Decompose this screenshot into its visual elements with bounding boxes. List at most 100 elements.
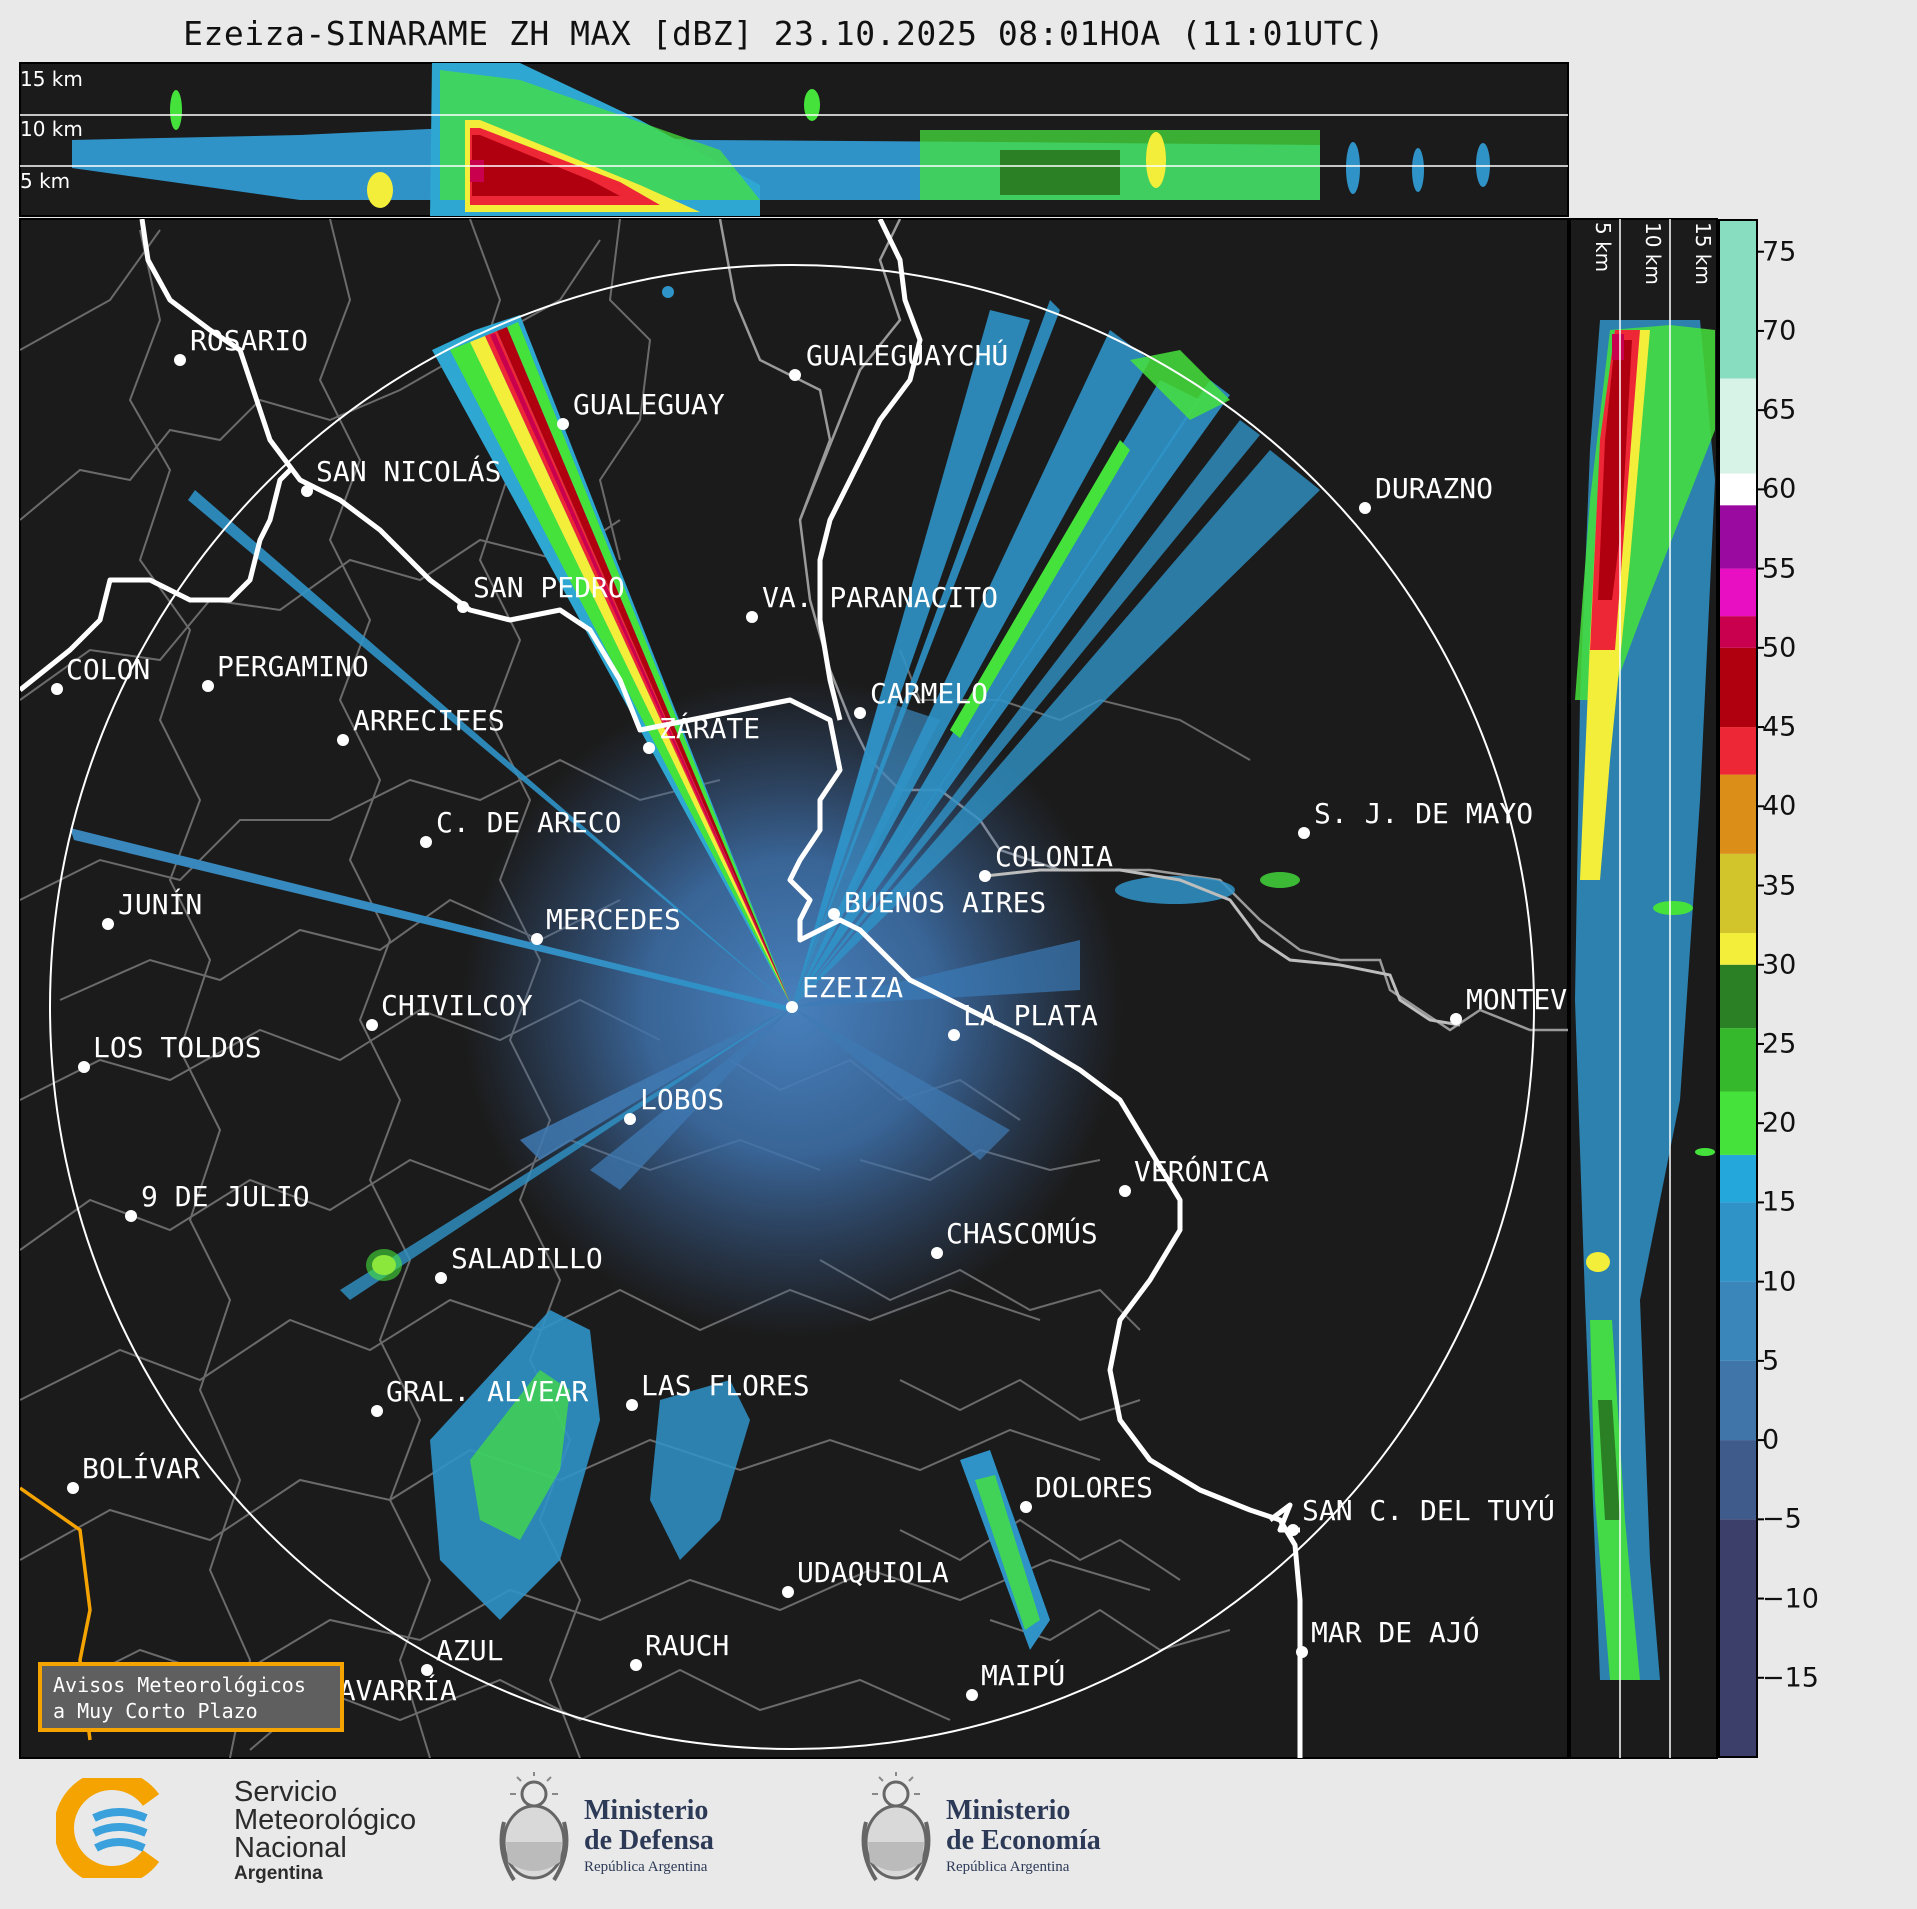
place-dot <box>371 1405 383 1417</box>
place-label: ROSARIO <box>190 324 308 357</box>
range-ring <box>49 264 1535 1750</box>
colorbar-tick-label: 60 <box>1762 473 1797 505</box>
national-shield-icon <box>499 1772 569 1882</box>
colorbar-tick-label: 55 <box>1762 553 1797 585</box>
economia-line-2: de Economía <box>946 1825 1101 1856</box>
footer-logos: Servicio Meteorológico Nacional Argentin… <box>0 1760 1917 1909</box>
place-dot <box>789 369 801 381</box>
place-label: BUENOS AIRES <box>844 886 1046 919</box>
colorbar-segment <box>1719 647 1757 728</box>
smn-emblem-icon <box>54 1770 160 1886</box>
top-cross-section-panel: 15 km 10 km 5 km <box>19 62 1569 217</box>
ministerio-economia-logo: Ministerio de Economía República Argenti… <box>856 1772 1126 1892</box>
side-height-label-10: 10 km <box>1641 222 1665 285</box>
place-dot <box>746 611 758 623</box>
place-dot <box>854 707 866 719</box>
place-label: EZEIZA <box>802 971 903 1004</box>
colorbar-segment <box>1719 964 1757 1029</box>
place-dot <box>202 680 214 692</box>
place-label: CHASCOMÚS <box>946 1216 1098 1250</box>
top-height-label-5: 5 km <box>20 169 70 193</box>
colorbar-tick-label: 5 <box>1762 1345 1780 1377</box>
avisos-button[interactable]: Avisos Meteorológicos a Muy Corto Plazo <box>38 1662 344 1732</box>
colorbar-tick-label: 50 <box>1762 632 1797 664</box>
place-dot <box>966 1689 978 1701</box>
place-label: UDAQUIOLA <box>797 1556 949 1589</box>
colorbar-segment <box>1719 378 1757 474</box>
national-borders <box>20 219 1303 1758</box>
place-dot <box>1287 1524 1299 1536</box>
place-dot <box>828 908 840 920</box>
place-dot <box>1020 1501 1032 1513</box>
place-label: PERGAMINO <box>217 650 369 683</box>
colorbar-segment <box>1719 1028 1757 1092</box>
colorbar-tick-label: 10 <box>1762 1266 1797 1298</box>
place-dot <box>931 1247 943 1259</box>
side-height-label-15: 15 km <box>1691 222 1715 285</box>
place-label: ZÁRATE <box>659 711 760 745</box>
place-dot <box>366 1019 378 1031</box>
place-label: JUNÍN <box>118 887 202 921</box>
ministerio-defensa-logo: Ministerio de Defensa República Argentin… <box>494 1772 754 1892</box>
defensa-line-3: República Argentina <box>584 1859 708 1875</box>
place-dot <box>1296 1646 1308 1658</box>
place-dot <box>67 1482 79 1494</box>
side-cross-section-panel: 5 km 10 km 15 km <box>1569 218 1718 1759</box>
economia-name: Ministerio de Economía República Argenti… <box>946 1796 1101 1878</box>
place-label: LOBOS <box>640 1083 724 1116</box>
place-dot <box>624 1113 636 1125</box>
place-label: CHIVILCOY <box>381 989 533 1022</box>
place-label: CARMELO <box>870 677 988 710</box>
colorbar-tick-label: 25 <box>1762 1028 1797 1060</box>
place-label: AZUL <box>436 1634 503 1667</box>
place-dot <box>1298 827 1310 839</box>
economia-line-3: República Argentina <box>946 1859 1070 1875</box>
place-label: MAR DE AJÓ <box>1311 1615 1480 1649</box>
place-dot <box>1359 502 1371 514</box>
colorbar-segment <box>1719 1202 1757 1282</box>
place-dot <box>457 601 469 613</box>
place-label: RAUCH <box>645 1629 729 1662</box>
colorbar-tick-label: −10 <box>1762 1583 1819 1615</box>
place-dot <box>102 918 114 930</box>
colorbar-tick-label: 35 <box>1762 870 1797 901</box>
place-label: SAN C. DEL TUYÚ <box>1302 1493 1555 1527</box>
colorbar-segment <box>1719 1154 1757 1203</box>
place-label: ARRECIFES <box>353 704 505 737</box>
place-dot <box>643 742 655 754</box>
side-height-label-5: 5 km <box>1591 222 1615 272</box>
colorbar-tick-label: −15 <box>1762 1662 1819 1694</box>
place-label: MERCEDES <box>546 903 681 936</box>
smn-line-3: Nacional <box>234 1832 347 1864</box>
place-dot <box>948 1029 960 1041</box>
economia-line-1: Ministerio <box>946 1795 1071 1826</box>
place-markers: ROSARIO GUALEGUAYCHÚ GUALEGUAY SAN NICOLÁS D… <box>51 324 1568 1716</box>
place-label: SAN PEDRO <box>473 571 625 604</box>
place-dot <box>421 1664 433 1676</box>
place-label: COLON <box>66 653 150 686</box>
place-dot <box>786 1001 798 1013</box>
place-dot <box>125 1210 137 1222</box>
place-label: SALADILLO <box>451 1242 603 1275</box>
colorbar-tick-label: 75 <box>1762 236 1797 268</box>
place-label: SAN NICOLÁS <box>316 454 501 488</box>
place-dot <box>626 1399 638 1411</box>
smn-logo: Servicio Meteorológico Nacional Argentin… <box>54 1770 416 1888</box>
place-label: DURAZNO <box>1375 472 1493 505</box>
defensa-name: Ministerio de Defensa República Argentin… <box>584 1796 714 1878</box>
colorbar-segment <box>1719 1519 1757 1757</box>
colorbar-tick-label: −5 <box>1762 1503 1802 1535</box>
place-label: LA PLATA <box>963 999 1098 1032</box>
colorbar-segment <box>1719 853 1757 934</box>
top-height-label-15: 15 km <box>20 67 83 91</box>
place-dot <box>782 1586 794 1598</box>
colorbar-tick-label: 45 <box>1762 711 1797 743</box>
place-dot <box>78 1061 90 1073</box>
place-dot <box>1450 1013 1462 1025</box>
colorbar-segment <box>1719 616 1757 648</box>
place-label: S. J. DE MAYO <box>1314 797 1533 830</box>
main-map-panel: ROSARIO GUALEGUAYCHÚ GUALEGUAY SAN NICOLÁS D… <box>19 218 1569 1759</box>
colorbar-tick-label: 65 <box>1762 394 1797 426</box>
defensa-line-2: de Defensa <box>584 1825 714 1856</box>
place-dot <box>979 870 991 882</box>
